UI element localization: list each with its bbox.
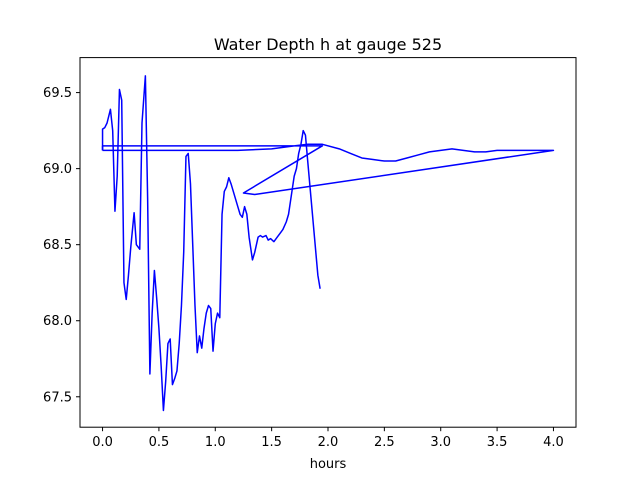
- y-axis: 67.5 68.0 68.5 69.0 69.5: [43, 86, 80, 405]
- y-tick-label: 68.5: [43, 238, 72, 253]
- y-tick-label: 67.5: [43, 390, 72, 405]
- y-tick-label: 68.0: [43, 314, 72, 329]
- y-tick-label: 69.0: [43, 162, 72, 177]
- x-tick-label: 1.0: [205, 435, 226, 450]
- y-tick-label: 69.5: [43, 86, 72, 101]
- x-tick-label: 0.5: [149, 435, 170, 450]
- x-tick-label: 3.5: [487, 435, 508, 450]
- x-tick-label: 3.0: [430, 435, 451, 450]
- series-layer: [101, 75, 555, 412]
- series-line-1: [101, 143, 555, 196]
- x-axis: 0.0 0.5 1.0 1.5 2.0 2.5 3.0 3.5 4.0: [92, 427, 564, 450]
- x-tick-label: 2.5: [374, 435, 395, 450]
- series-line-0: [101, 75, 321, 412]
- x-axis-label: hours: [310, 457, 347, 472]
- x-tick-label: 1.5: [261, 435, 282, 450]
- x-tick-label: 4.0: [543, 435, 564, 450]
- chart-title: Water Depth h at gauge 525: [214, 35, 442, 54]
- x-tick-label: 2.0: [318, 435, 339, 450]
- x-tick-label: 0.0: [92, 435, 113, 450]
